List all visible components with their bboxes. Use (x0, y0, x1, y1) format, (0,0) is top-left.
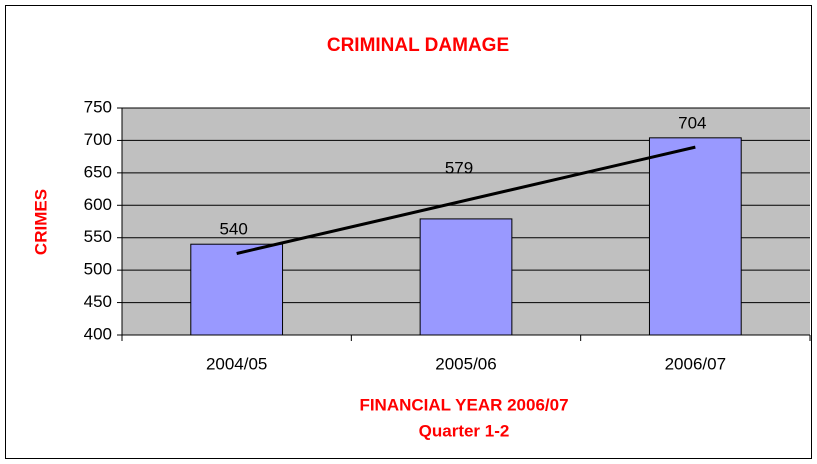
value-label: 579 (445, 158, 473, 177)
y-tick-label: 600 (84, 195, 112, 214)
y-tick-label: 550 (84, 227, 112, 246)
value-label: 540 (219, 220, 247, 239)
y-tick-label: 650 (84, 162, 112, 181)
value-label: 704 (678, 113, 706, 132)
x-axis-title: FINANCIAL YEAR 2006/07 (359, 395, 568, 414)
y-tick-label: 700 (84, 130, 112, 149)
y-tick-label: 750 (84, 97, 112, 116)
x-tick-label: 2005/06 (435, 354, 496, 373)
bar (648, 137, 742, 336)
bar (190, 243, 284, 336)
trendline (236, 145, 696, 255)
x-tick-label: 2004/05 (206, 354, 267, 373)
bar (419, 218, 513, 336)
chart-title: CRIMINAL DAMAGE (327, 35, 509, 56)
x-tick-label: 2006/07 (665, 354, 726, 373)
x-axis-subtitle: Quarter 1-2 (419, 421, 510, 440)
y-tick-label: 450 (84, 292, 112, 311)
y-axis-title: CRIMES (31, 189, 50, 255)
y-tick-label: 500 (84, 260, 112, 279)
y-tick-label: 400 (84, 324, 112, 343)
